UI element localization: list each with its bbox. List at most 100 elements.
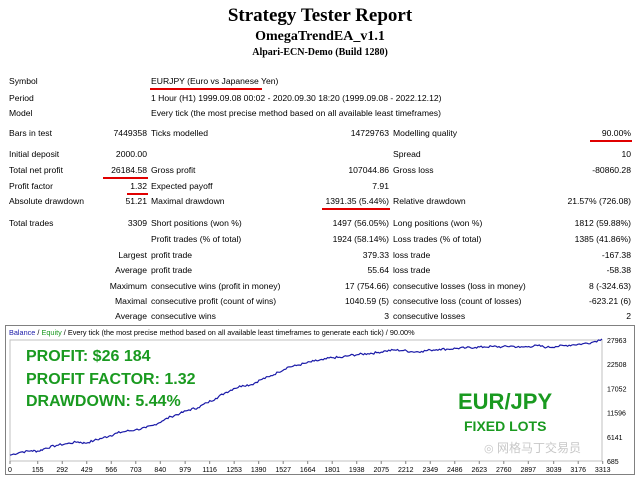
ticks-value: 14729763	[350, 128, 389, 138]
quality-underline	[590, 140, 632, 142]
x-tick-label: 840	[154, 467, 166, 474]
overlay-dd-value: 5.44%	[135, 393, 181, 410]
x-tick-label: 2623	[471, 467, 487, 474]
long-positions-value: 1812 (59.88%)	[574, 218, 631, 228]
overlay-pair: EUR/JPY	[458, 389, 553, 414]
symbol-label: Symbol	[9, 76, 38, 86]
abs-drawdown-value: 51.21	[125, 196, 147, 206]
gross-loss-label: Gross loss	[393, 165, 434, 175]
x-tick-label: 703	[130, 467, 142, 474]
overlay-profit: PROFIT: $26 184	[26, 348, 151, 366]
watermark-text: 网格马丁交易员	[496, 441, 581, 455]
y-tick-label: 17052	[607, 386, 627, 393]
x-tick-label: 3039	[546, 467, 562, 474]
x-tick-label: 2075	[373, 467, 389, 474]
maximal-consec-loss-label: consecutive loss (count of losses)	[393, 296, 522, 306]
balance-series-line	[9, 338, 603, 456]
total-trades-value: 3309	[127, 218, 147, 228]
overlay-lots: FIXED LOTS	[464, 418, 547, 434]
maximal-consec-profit-label: consecutive profit (count of wins)	[151, 296, 277, 306]
model-value: Every tick (the most precise method base…	[151, 108, 441, 118]
balance-chart: Balance / Equity / Every tick (the most …	[5, 325, 635, 475]
profit-factor-label: Profit factor	[9, 181, 53, 191]
rel-drawdown-value: 21.57% (726.08)	[567, 196, 631, 206]
report-title: Strategy Tester Report	[227, 5, 413, 26]
avg-consec-losses-label: consecutive losses	[393, 311, 466, 321]
largest-profit-value: 379.33	[362, 250, 389, 260]
average-loss-value: -58.38	[606, 265, 631, 275]
chart-sep: /	[35, 328, 42, 337]
x-tick-label: 429	[81, 467, 93, 474]
largest-label: Largest	[118, 250, 147, 260]
profit-trades-value: 1924 (58.14%)	[332, 234, 389, 244]
period-label: Period	[9, 93, 34, 103]
watermark: ◎ 网格马丁交易员	[484, 439, 581, 456]
x-tick-label: 2760	[496, 467, 512, 474]
max-consec-losses-label: consecutive losses (loss in money)	[393, 281, 526, 291]
profit-trades-label: Profit trades (% of total)	[151, 234, 242, 244]
max-drawdown-underline	[322, 208, 390, 210]
chart-plot: 27963 22508 17052 11596 6141 685 0 155 292 429 566…	[8, 338, 627, 474]
x-tick-label: 3176	[570, 467, 586, 474]
x-tick-label: 2486	[447, 467, 463, 474]
chart-balance-label: Balance	[9, 328, 36, 337]
max-consec-wins-value: 17 (754.66)	[345, 281, 389, 291]
payoff-value: 7.91	[372, 181, 389, 191]
x-tick-label: 1664	[300, 467, 316, 474]
x-tick-label: 2349	[422, 467, 438, 474]
x-tick-label: 1116	[202, 467, 217, 474]
overlay-dd-label: DRAWDOWN:	[26, 393, 136, 410]
abs-drawdown-label: Absolute drawdown	[9, 196, 85, 206]
x-tick-label: 979	[179, 467, 191, 474]
maximal-consec-profit-value: 1040.59 (5)	[345, 296, 389, 306]
average-label: Average	[115, 265, 147, 275]
avg-consec-wins-label: consecutive wins	[151, 311, 216, 321]
net-profit-label: Total net profit	[9, 165, 63, 175]
loss-trades-value: 1385 (41.86%)	[574, 234, 631, 244]
largest-profit-label: profit trade	[151, 250, 193, 260]
largest-loss-label: loss trade	[393, 250, 431, 260]
model-label: Model	[9, 108, 33, 118]
x-tick-label: 566	[105, 467, 117, 474]
ea-name: OmegaTrendEA_v1.1	[255, 29, 385, 44]
gross-profit-value: 107044.86	[348, 165, 389, 175]
y-tick-label: 22508	[607, 362, 627, 369]
short-positions-label: Short positions (won %)	[151, 218, 242, 228]
x-tick-label: 1390	[251, 467, 267, 474]
x-tick-label: 1253	[226, 467, 242, 474]
max-drawdown-value: 1391.35 (5.44%)	[325, 196, 389, 206]
net-profit-value: 26184.58	[111, 165, 147, 175]
average-consec-label: Average	[115, 311, 147, 321]
y-tick-label: 6141	[607, 435, 623, 442]
maximal-label: Maximal	[115, 296, 147, 306]
overlay-profit-factor: PROFIT FACTOR: 1.32	[26, 371, 196, 389]
loss-trades-label: Loss trades (% of total)	[393, 234, 482, 244]
ticks-label: Ticks modelled	[151, 128, 208, 138]
y-tick-label: 685	[607, 459, 619, 466]
overlay-profit-value: $26 184	[92, 348, 151, 365]
short-positions-value: 1497 (56.05%)	[332, 218, 389, 228]
chart-header-rest: / Every tick (the most precise method ba…	[61, 328, 415, 337]
x-tick-label: 1801	[324, 467, 340, 474]
x-tick-label: 2897	[521, 467, 537, 474]
maximal-consec-loss-value: -623.21 (6)	[588, 296, 631, 306]
average-loss-label: loss trade	[393, 265, 431, 275]
y-tick-label: 11596	[607, 411, 626, 418]
average-profit-label: profit trade	[151, 265, 193, 275]
avg-consec-wins-value: 3	[384, 311, 389, 321]
quality-value: 90.00%	[601, 128, 631, 138]
x-tick-label: 1527	[275, 467, 291, 474]
payoff-label: Expected payoff	[151, 181, 213, 191]
x-tick-label: 3313	[595, 467, 611, 474]
deposit-value: 2000.00	[115, 149, 147, 159]
max-consec-wins-label: consecutive wins (profit in money)	[151, 281, 281, 291]
symbol-value: EURJPY (Euro vs Japanese Yen)	[151, 76, 279, 86]
bars-value: 7449358	[113, 128, 147, 138]
total-trades-label: Total trades	[9, 218, 54, 228]
profit-factor-value: 1.32	[130, 181, 147, 191]
max-consec-losses-value: 8 (-324.63)	[588, 281, 631, 291]
spread-label: Spread	[393, 149, 421, 159]
average-profit-value: 55.64	[367, 265, 389, 275]
rel-drawdown-label: Relative drawdown	[393, 196, 466, 206]
max-drawdown-label: Maximal drawdown	[151, 196, 225, 206]
